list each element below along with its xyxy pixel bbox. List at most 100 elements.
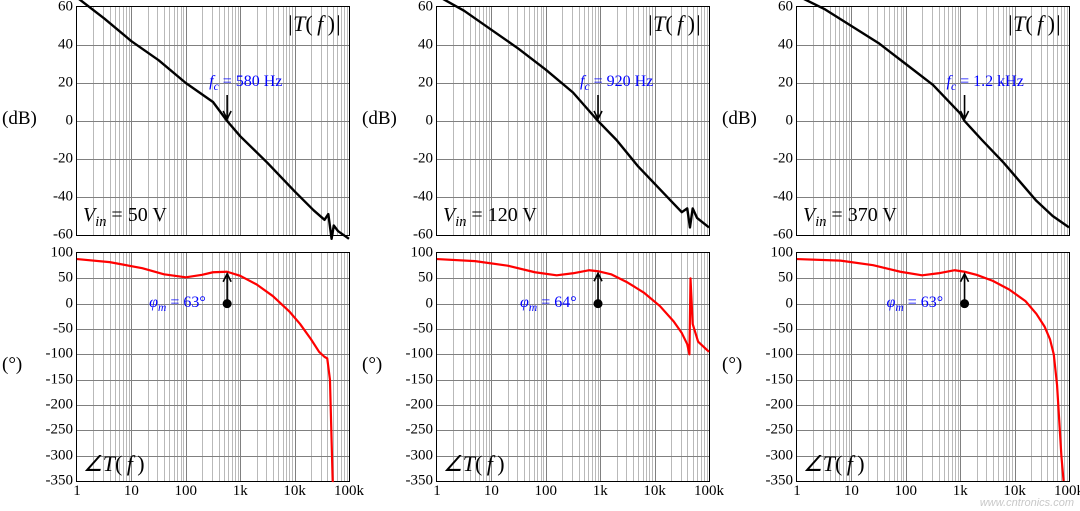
x-tick-label: 100 [535, 481, 558, 500]
y-tick-label: -150 [46, 371, 78, 388]
y-tick-label: -250 [46, 422, 78, 439]
phase-curve [437, 253, 709, 481]
y-tick-label: -150 [766, 371, 798, 388]
y-tick-label: -60 [413, 227, 437, 244]
bode-column: (dB) (°) 60 40 20 0 -20 -40 -60 |T( f )| Vin = 370… [720, 2, 1080, 509]
y-tick-label: -100 [766, 346, 798, 363]
y-tick-label: 0 [426, 113, 438, 130]
pm-arrow-icon [594, 273, 602, 303]
y-tick-label: -20 [413, 151, 437, 168]
y-tick-label: -40 [773, 189, 797, 206]
y-tick-label: -200 [46, 397, 78, 414]
x-tick-label: 10 [484, 481, 499, 500]
phase-curve [797, 253, 1069, 481]
y-tick-label: 0 [426, 295, 438, 312]
fc-label: fc = 1.2 kHz [947, 73, 1024, 93]
y-tick-label: -50 [413, 321, 437, 338]
ylabel-deg: (°) [362, 354, 382, 376]
y-tick-label: 20 [778, 75, 797, 92]
y-tick-label: -40 [413, 189, 437, 206]
x-tick-label: 1 [433, 481, 441, 500]
y-tick-label: -300 [766, 447, 798, 464]
pm-arrow-icon [961, 274, 969, 304]
x-tick-label: 10k [283, 481, 306, 500]
x-tick-label: 10k [1003, 481, 1026, 500]
y-tick-label: -50 [773, 321, 797, 338]
transfer-phase-label: ∠T( f ) [83, 451, 145, 477]
x-tick-label: 10 [124, 481, 139, 500]
ylabel-db: (dB) [722, 108, 757, 130]
x-tick-label: 1 [793, 481, 801, 500]
y-tick-label: 20 [418, 75, 437, 92]
y-tick-label: 60 [778, 0, 797, 16]
phase-plot: 100500-50-100-150-200-250-300-3501101001… [436, 252, 710, 482]
fc-arrow-icon [594, 95, 602, 119]
y-tick-label: 20 [58, 75, 77, 92]
magnitude-curve [77, 7, 349, 235]
vin-label: Vin = 370 V [803, 204, 897, 231]
bode-plot-grid: www.cntronics.com (dB)(°)6040200-20-40-6… [0, 0, 1080, 511]
fc-label: fc = 580 Hz [209, 73, 282, 93]
y-tick-label: -150 [406, 371, 438, 388]
magnitude-plot: 6040200-20-40-60|T( f )|Vin = 50 Vfc = 5… [76, 6, 350, 236]
pm-arrow-icon [223, 274, 231, 304]
x-tick-label: 1k [593, 481, 608, 500]
x-tick-label: 100k [1054, 481, 1080, 500]
y-tick-label: -200 [406, 397, 438, 414]
magnitude-plot: 6040200-20-40-60|T( f )|Vin = 120 Vfc = … [436, 6, 710, 236]
y-tick-label: 60 [418, 0, 437, 16]
transfer-phase-label: ∠T( f ) [803, 451, 865, 477]
y-tick-label: 60 [58, 0, 77, 16]
y-tick-label: 40 [778, 37, 797, 54]
phase-curve [77, 253, 349, 481]
y-tick-label: 100 [771, 245, 798, 262]
phase-plot: 100500-50-100-150-200-250-300-3501101001… [796, 252, 1070, 482]
y-tick-label: -100 [46, 346, 78, 363]
y-tick-label: 50 [418, 270, 437, 287]
magnitude-plot: 6040200-20-40-60|T( f )|Vin = 370 Vfc = … [796, 6, 1070, 236]
phase-plot: 100500-50-100-150-200-250-300-3501101001… [76, 252, 350, 482]
y-tick-label: 100 [411, 245, 438, 262]
y-tick-label: 40 [58, 37, 77, 54]
y-tick-label: -300 [406, 447, 438, 464]
y-tick-label: 50 [58, 270, 77, 287]
y-tick-label: -60 [53, 227, 77, 244]
phase-margin-label: φm = 63° [149, 294, 206, 314]
magnitude-curve [797, 7, 1069, 235]
phase-margin-label: φm = 63° [887, 294, 944, 314]
transfer-mag-label: |T( f )| [647, 11, 701, 37]
y-tick-label: 100 [51, 245, 78, 262]
y-tick-label: 40 [418, 37, 437, 54]
ylabel-db: (dB) [2, 108, 37, 130]
transfer-mag-label: |T( f )| [1007, 11, 1061, 37]
y-tick-label: -20 [773, 151, 797, 168]
x-tick-label: 100 [175, 481, 198, 500]
y-tick-label: -100 [406, 346, 438, 363]
ylabel-db: (dB) [362, 108, 397, 130]
fc-label: fc = 920 Hz [580, 73, 653, 93]
vin-label: Vin = 120 V [443, 204, 537, 231]
x-tick-label: 1k [233, 481, 248, 500]
y-tick-label: 0 [66, 113, 78, 130]
x-tick-label: 10 [844, 481, 859, 500]
y-tick-label: -60 [773, 227, 797, 244]
x-tick-label: 100 [895, 481, 918, 500]
bode-column: (dB)(°)6040200-20-40-60|T( f )|Vin = 50 … [0, 2, 360, 509]
y-tick-label: -300 [46, 447, 78, 464]
ylabel-deg: (°) [2, 354, 22, 376]
transfer-mag-label: |T( f )| [287, 11, 341, 37]
vin-label: Vin = 50 V [83, 204, 167, 231]
y-tick-label: -50 [53, 321, 77, 338]
y-tick-label: 0 [786, 113, 798, 130]
ylabel-deg: (°) [722, 354, 742, 376]
y-tick-label: -40 [53, 189, 77, 206]
y-tick-label: 0 [66, 295, 78, 312]
y-tick-label: -250 [766, 422, 798, 439]
bode-column: (dB) (°) 60 40 20 0 -20 -40 -60 |T( f )| Vin = 120… [360, 2, 720, 509]
y-tick-label: -250 [406, 422, 438, 439]
x-tick-label: 1 [73, 481, 81, 500]
magnitude-curve [437, 7, 709, 235]
y-tick-label: -200 [766, 397, 798, 414]
y-tick-label: 0 [786, 295, 798, 312]
y-tick-label: 50 [778, 270, 797, 287]
